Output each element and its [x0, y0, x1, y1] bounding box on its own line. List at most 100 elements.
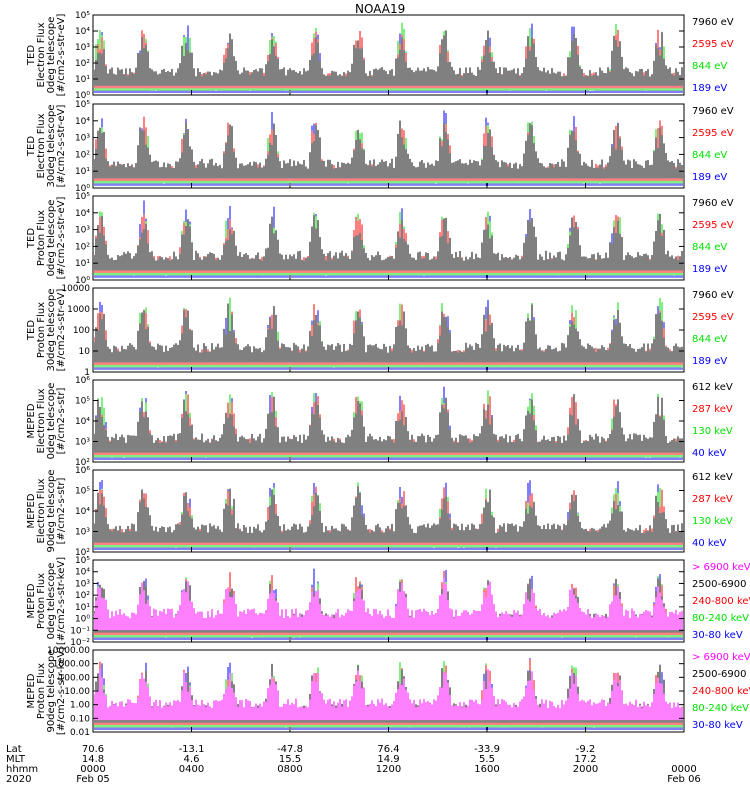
ylabel-line: TED: [26, 45, 37, 66]
ylabel-line: MEPED: [26, 583, 37, 618]
y-tick-label: 1: [84, 368, 90, 378]
footer-cell: 17.2: [574, 754, 596, 765]
ylabel-line: [#/cm2-s-str-keV]: [56, 557, 67, 645]
y-tick-label: 10³: [75, 438, 90, 448]
ylabel-line: 30deg telescope: [46, 104, 57, 187]
legend-entry: 844 eV: [692, 334, 727, 345]
footer-cell: 14.9: [377, 754, 399, 765]
y-tick-label: 10⁵: [75, 100, 90, 110]
footer-cell: 0800: [277, 764, 302, 775]
ylabel-line: [#/cm2-s-str-eV]: [56, 105, 67, 188]
y-tick-label: 10⁴: [75, 417, 90, 427]
legend-entry: 30-80 keV: [692, 720, 743, 731]
y-tick-label: 1000: [67, 305, 90, 315]
legend-entry: 189 eV: [692, 264, 727, 275]
ylabel-line: [#/cm2-s-str]: [56, 387, 67, 454]
legend-entry: 612 keV: [692, 472, 733, 483]
footer-cell: 0000: [80, 764, 105, 775]
y-tick-label: 10⁵: [75, 397, 90, 407]
legend-entry: 189 eV: [692, 356, 727, 367]
panel-8-traces: [94, 658, 683, 730]
y-tick-label: 10⁴: [75, 568, 90, 578]
footer-cell: Feb 05: [76, 774, 110, 785]
footer-cell: 70.6: [82, 744, 104, 755]
y-tick-label: 10³: [75, 528, 90, 538]
series-trace: [94, 120, 683, 179]
legend-entry: 189 eV: [692, 172, 727, 183]
footer-row-label: 2020: [6, 774, 31, 785]
y-tick-label: 10²: [75, 150, 90, 160]
y-tick-label: 10⁰: [75, 615, 90, 625]
panel-5-traces: [94, 386, 683, 460]
footer-cell: 0400: [179, 764, 204, 775]
y-tick-label: 10⁰: [75, 276, 90, 286]
legend-entry: 287 keV: [692, 404, 733, 415]
y-tick-label: 10³: [75, 43, 90, 53]
y-tick-label: 100.00: [59, 673, 91, 683]
ylabel-line: Electron Flux: [36, 388, 47, 453]
legend-entry: 2595 eV: [692, 312, 734, 323]
y-tick-label: 10³: [75, 579, 90, 589]
y-tick-label: 1.00: [70, 701, 90, 711]
legend-entry: 80-240 keV: [692, 613, 749, 624]
y-tick-label: 10⁴: [75, 117, 90, 127]
panel-8-ylabel: MEPEDProton Flux90deg telescope[#/cm2-s-…: [26, 647, 67, 735]
ylabel-line: Electron Flux: [36, 113, 47, 178]
legend-entry: 844 eV: [692, 150, 727, 161]
legend-entry: 130 keV: [692, 426, 733, 437]
footer-row-label: hhmm: [6, 764, 38, 775]
ylabel-line: [#/cm2-s-str-eV]: [56, 289, 67, 372]
panel-7-ylabel: MEPEDProton Flux0deg telescope[#/cm2-s-s…: [26, 557, 67, 645]
legend-entry: 2595 eV: [692, 128, 734, 139]
ylabel-line: Proton Flux: [36, 573, 47, 629]
legend-entry: 844 eV: [692, 242, 727, 253]
ylabel-line: MEPED: [26, 403, 37, 438]
panel-1-ylabel: TEDElectron Flux0deg telescope[#/cm2-s-s…: [26, 14, 67, 97]
series-trace: [94, 30, 683, 86]
legend-entry: 240-800 keV: [692, 686, 750, 697]
ylabel-line: MEPED: [26, 673, 37, 708]
legend-entry: 80-240 keV: [692, 703, 749, 714]
series-trace: [94, 577, 683, 631]
y-tick-label: 10²: [75, 59, 90, 69]
y-tick-label: 10²: [75, 548, 90, 558]
footer-cell: 76.4: [377, 744, 399, 755]
footer-cell: 5.5: [479, 754, 495, 765]
legend-entry: 7960 eV: [692, 17, 734, 28]
panel-6-ylabel: MEPEDElectron Flux90deg telescope[#/cm2-…: [26, 469, 67, 552]
panel-7-traces: [94, 568, 683, 640]
y-tick-label: 10³: [75, 226, 90, 236]
y-tick-label: 10: [79, 347, 91, 357]
ylabel-line: [#/cm2-s-str-eV]: [56, 14, 67, 97]
panel-3-ylabel: TEDProton Flux0deg telescope[#/cm2-s-str…: [26, 197, 67, 280]
legend-entry: 2595 eV: [692, 39, 734, 50]
legend-entry: 612 keV: [692, 382, 733, 393]
y-tick-label: 0.10: [70, 714, 90, 724]
panel-2-traces: [94, 110, 683, 186]
series-trace: [94, 669, 683, 721]
y-tick-label: 10²: [75, 458, 90, 468]
footer-cell: 0000: [671, 764, 696, 775]
y-tick-label: 10⁻¹: [70, 626, 90, 636]
y-tick-label: 10²: [75, 591, 90, 601]
legend-entry: > 6900 keV: [692, 562, 750, 573]
footer-cell: 1600: [474, 764, 499, 775]
ylabel-line: Proton Flux: [36, 302, 47, 358]
ylabel-line: 30deg telescope: [46, 288, 57, 371]
legend-entry: > 6900 keV: [692, 652, 750, 663]
footer-cell: 2000: [573, 764, 598, 775]
legend-entry: 130 keV: [692, 516, 733, 527]
ylabel-line: 0deg telescope: [46, 200, 57, 277]
legend-entry: 7960 eV: [692, 290, 734, 301]
ylabel-line: 0deg telescope: [46, 383, 57, 460]
legend-entry: 40 keV: [692, 448, 726, 459]
ylabel-line: [#/cm2-s-str-eV]: [56, 197, 67, 280]
y-tick-label: 10⁵: [75, 11, 90, 21]
footer-cell: Feb 06: [667, 774, 701, 785]
y-tick-label: 10000: [61, 284, 90, 294]
legend-entry: 7960 eV: [692, 198, 734, 209]
legend-entry: 2500-6900: [692, 579, 747, 590]
ylabel-line: TED: [26, 320, 37, 341]
y-tick-label: 10⁰: [75, 184, 90, 194]
